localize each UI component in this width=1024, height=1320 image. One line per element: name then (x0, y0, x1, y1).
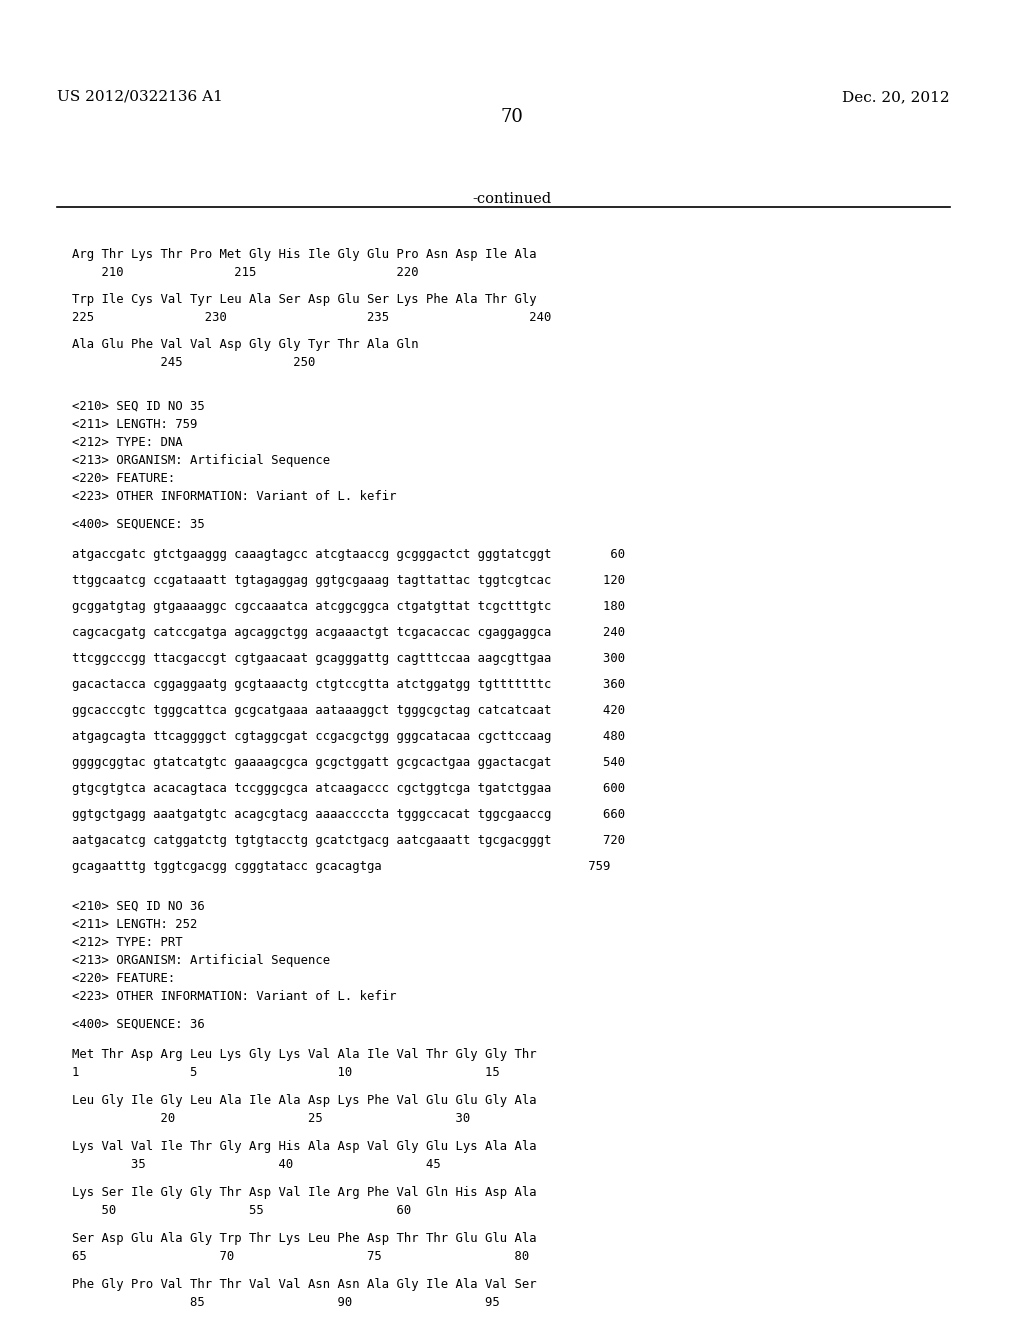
Text: ttcggcccgg ttacgaccgt cgtgaacaat gcagggattg cagtttccaa aagcgttgaa       300: ttcggcccgg ttacgaccgt cgtgaacaat gcaggga… (72, 652, 625, 665)
Text: 210               215                   220: 210 215 220 (72, 267, 419, 279)
Text: Arg Thr Lys Thr Pro Met Gly His Ile Gly Glu Pro Asn Asp Ile Ala: Arg Thr Lys Thr Pro Met Gly His Ile Gly … (72, 248, 537, 261)
Text: Met Thr Asp Arg Leu Lys Gly Lys Val Ala Ile Val Thr Gly Gly Thr: Met Thr Asp Arg Leu Lys Gly Lys Val Ala … (72, 1048, 537, 1061)
Text: Ala Glu Phe Val Val Asp Gly Gly Tyr Thr Ala Gln: Ala Glu Phe Val Val Asp Gly Gly Tyr Thr … (72, 338, 419, 351)
Text: <220> FEATURE:: <220> FEATURE: (72, 972, 175, 985)
Text: Ser Asp Glu Ala Gly Trp Thr Lys Leu Phe Asp Thr Thr Glu Glu Ala: Ser Asp Glu Ala Gly Trp Thr Lys Leu Phe … (72, 1232, 537, 1245)
Text: <400> SEQUENCE: 36: <400> SEQUENCE: 36 (72, 1018, 205, 1031)
Text: gcagaatttg tggtcgacgg cgggtatacc gcacagtga                            759: gcagaatttg tggtcgacgg cgggtatacc gcacagt… (72, 861, 610, 873)
Text: 70: 70 (501, 108, 523, 125)
Text: <400> SEQUENCE: 35: <400> SEQUENCE: 35 (72, 517, 205, 531)
Text: <210> SEQ ID NO 35: <210> SEQ ID NO 35 (72, 400, 205, 413)
Text: <211> LENGTH: 252: <211> LENGTH: 252 (72, 917, 198, 931)
Text: Trp Ile Cys Val Tyr Leu Ala Ser Asp Glu Ser Lys Phe Ala Thr Gly: Trp Ile Cys Val Tyr Leu Ala Ser Asp Glu … (72, 293, 537, 306)
Text: ttggcaatcg ccgataaatt tgtagaggag ggtgcgaaag tagttattac tggtcgtcac       120: ttggcaatcg ccgataaatt tgtagaggag ggtgcga… (72, 574, 625, 587)
Text: <213> ORGANISM: Artificial Sequence: <213> ORGANISM: Artificial Sequence (72, 454, 330, 467)
Text: <220> FEATURE:: <220> FEATURE: (72, 473, 175, 484)
Text: 85                  90                  95: 85 90 95 (72, 1296, 500, 1309)
Text: <223> OTHER INFORMATION: Variant of L. kefir: <223> OTHER INFORMATION: Variant of L. k… (72, 490, 396, 503)
Text: 20                  25                  30: 20 25 30 (72, 1111, 470, 1125)
Text: 245               250: 245 250 (72, 356, 315, 370)
Text: Lys Ser Ile Gly Gly Thr Asp Val Ile Arg Phe Val Gln His Asp Ala: Lys Ser Ile Gly Gly Thr Asp Val Ile Arg … (72, 1185, 537, 1199)
Text: Leu Gly Ile Gly Leu Ala Ile Ala Asp Lys Phe Val Glu Glu Gly Ala: Leu Gly Ile Gly Leu Ala Ile Ala Asp Lys … (72, 1094, 537, 1107)
Text: <212> TYPE: PRT: <212> TYPE: PRT (72, 936, 182, 949)
Text: 65                  70                  75                  80: 65 70 75 80 (72, 1250, 529, 1263)
Text: Dec. 20, 2012: Dec. 20, 2012 (843, 90, 950, 104)
Text: gtgcgtgtca acacagtaca tccgggcgca atcaagaccc cgctggtcga tgatctggaa       600: gtgcgtgtca acacagtaca tccgggcgca atcaaga… (72, 781, 625, 795)
Text: gacactacca cggaggaatg gcgtaaactg ctgtccgtta atctggatgg tgtttttttc       360: gacactacca cggaggaatg gcgtaaactg ctgtccg… (72, 678, 625, 690)
Text: US 2012/0322136 A1: US 2012/0322136 A1 (57, 90, 223, 104)
Text: gcggatgtag gtgaaaaggc cgccaaatca atcggcggca ctgatgttat tcgctttgtc       180: gcggatgtag gtgaaaaggc cgccaaatca atcggcg… (72, 601, 625, 612)
Text: 1               5                   10                  15: 1 5 10 15 (72, 1067, 500, 1078)
Text: <211> LENGTH: 759: <211> LENGTH: 759 (72, 418, 198, 432)
Text: atgaccgatc gtctgaaggg caaagtagcc atcgtaaccg gcgggactct gggtatcggt        60: atgaccgatc gtctgaaggg caaagtagcc atcgtaa… (72, 548, 625, 561)
Text: 225               230                   235                   240: 225 230 235 240 (72, 312, 551, 323)
Text: atgagcagta ttcaggggct cgtaggcgat ccgacgctgg gggcatacaa cgcttccaag       480: atgagcagta ttcaggggct cgtaggcgat ccgacgc… (72, 730, 625, 743)
Text: 50                  55                  60: 50 55 60 (72, 1204, 412, 1217)
Text: ggggcggtac gtatcatgtc gaaaagcgca gcgctggatt gcgcactgaa ggactacgat       540: ggggcggtac gtatcatgtc gaaaagcgca gcgctgg… (72, 756, 625, 770)
Text: Phe Gly Pro Val Thr Thr Val Val Asn Asn Ala Gly Ile Ala Val Ser: Phe Gly Pro Val Thr Thr Val Val Asn Asn … (72, 1278, 537, 1291)
Text: 35                  40                  45: 35 40 45 (72, 1158, 440, 1171)
Text: -continued: -continued (472, 191, 552, 206)
Text: <210> SEQ ID NO 36: <210> SEQ ID NO 36 (72, 900, 205, 913)
Text: aatgacatcg catggatctg tgtgtacctg gcatctgacg aatcgaaatt tgcgacgggt       720: aatgacatcg catggatctg tgtgtacctg gcatctg… (72, 834, 625, 847)
Text: Lys Val Val Ile Thr Gly Arg His Ala Asp Val Gly Glu Lys Ala Ala: Lys Val Val Ile Thr Gly Arg His Ala Asp … (72, 1140, 537, 1152)
Text: ggcacccgtc tgggcattca gcgcatgaaa aataaaggct tgggcgctag catcatcaat       420: ggcacccgtc tgggcattca gcgcatgaaa aataaag… (72, 704, 625, 717)
Text: cagcacgatg catccgatga agcaggctgg acgaaactgt tcgacaccac cgaggaggca       240: cagcacgatg catccgatga agcaggctgg acgaaac… (72, 626, 625, 639)
Text: <223> OTHER INFORMATION: Variant of L. kefir: <223> OTHER INFORMATION: Variant of L. k… (72, 990, 396, 1003)
Text: <212> TYPE: DNA: <212> TYPE: DNA (72, 436, 182, 449)
Text: ggtgctgagg aaatgatgtc acagcgtacg aaaaccccta tgggccacat tggcgaaccg       660: ggtgctgagg aaatgatgtc acagcgtacg aaaaccc… (72, 808, 625, 821)
Text: <213> ORGANISM: Artificial Sequence: <213> ORGANISM: Artificial Sequence (72, 954, 330, 968)
